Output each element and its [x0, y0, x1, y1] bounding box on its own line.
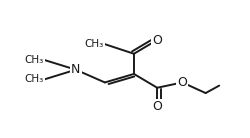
- Text: O: O: [152, 34, 162, 47]
- Text: CH₃: CH₃: [24, 74, 44, 84]
- Text: O: O: [152, 100, 162, 113]
- Text: N: N: [71, 63, 81, 76]
- Text: CH₃: CH₃: [24, 55, 44, 65]
- Text: O: O: [178, 76, 187, 89]
- Text: CH₃: CH₃: [85, 39, 104, 49]
